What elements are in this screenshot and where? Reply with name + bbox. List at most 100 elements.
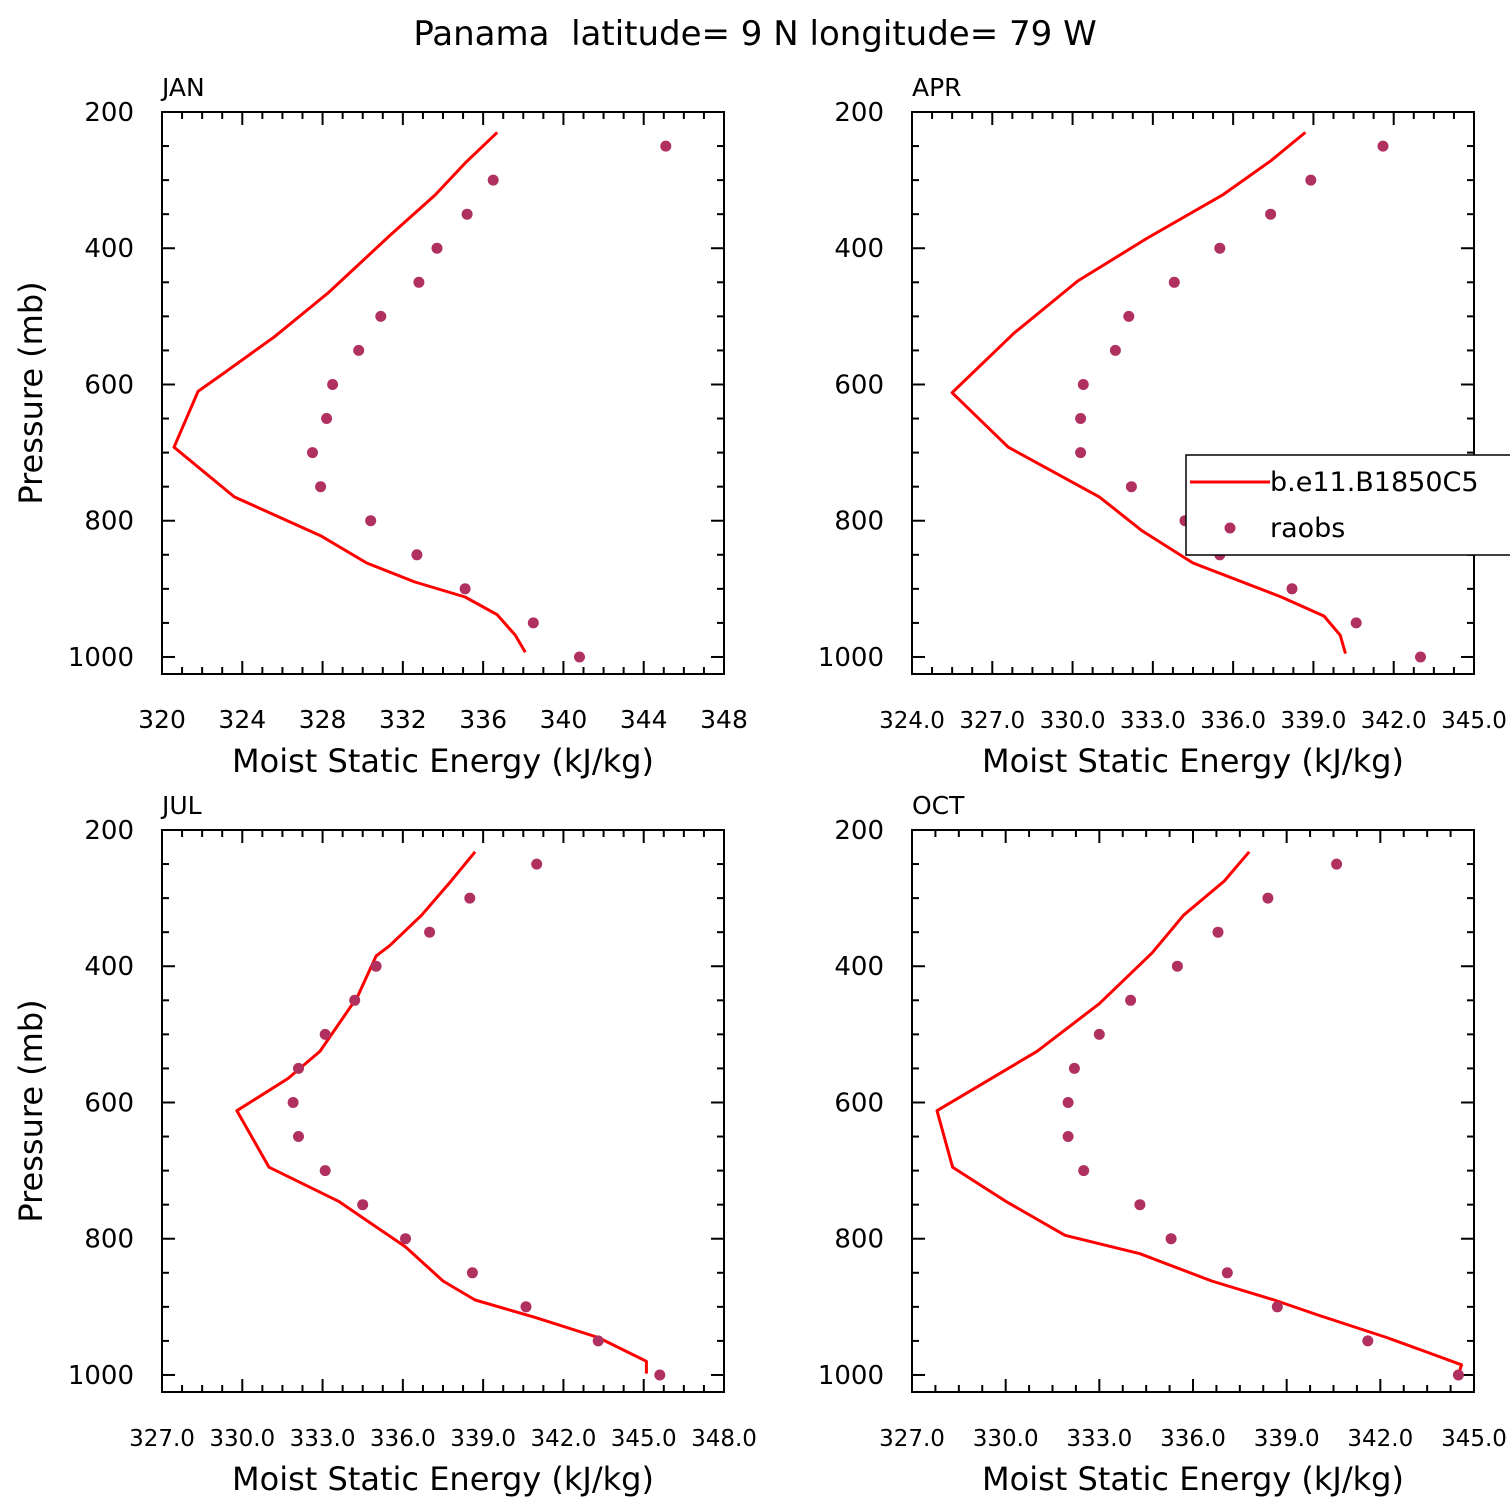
obs-point — [1171, 960, 1183, 972]
x-tick-label: 330.0 — [973, 1426, 1039, 1452]
x-axis-label: Moist Static Energy (kJ/kg) — [232, 742, 654, 780]
series-line-model — [935, 850, 1463, 1376]
x-tick-label: 333.0 — [1120, 708, 1186, 734]
obs-point — [315, 481, 327, 493]
obs-point — [1221, 1267, 1233, 1279]
x-tick-label: 324.0 — [879, 708, 945, 734]
obs-point — [1452, 1369, 1464, 1381]
x-tick-label: 327.0 — [879, 1426, 945, 1452]
legend-box — [1185, 454, 1510, 556]
y-tick-label: 200 — [84, 816, 134, 846]
obs-point — [466, 1267, 478, 1279]
obs-point — [1350, 617, 1362, 629]
obs-point — [461, 208, 473, 220]
obs-point — [321, 413, 333, 424]
plot-marks — [950, 131, 1426, 663]
obs-point — [654, 1369, 666, 1381]
panel-jan: 200 400 600 800 1000 320 324 328 332 336 340 344 348… — [12, 73, 748, 780]
obs-point — [319, 1165, 331, 1177]
panel-label: JAN — [160, 73, 205, 102]
y-tick-label: 400 — [834, 952, 884, 982]
obs-point — [319, 1028, 331, 1040]
x-tick-label: 345.0 — [1441, 708, 1507, 734]
obs-point — [1262, 892, 1274, 904]
obs-point — [411, 549, 423, 561]
x-tick-label: 345.0 — [1441, 1426, 1507, 1452]
x-tick-label: 345.0 — [611, 1426, 677, 1452]
legend-label-model: b.e11.B1850C5 — [1270, 467, 1479, 498]
x-tick-label: 320 — [138, 705, 186, 734]
x-tick-label: 327.0 — [129, 1426, 195, 1452]
obs-point — [307, 447, 318, 459]
obs-point — [1271, 1301, 1283, 1313]
obs-point — [1331, 858, 1343, 870]
y-tick-label: 600 — [834, 1088, 884, 1118]
x-tick-label: 348 — [700, 705, 748, 734]
x-tick-label: 332 — [379, 705, 427, 734]
obs-point — [464, 892, 476, 904]
x-tick-label: 324 — [218, 705, 266, 734]
y-tick-label: 200 — [834, 98, 884, 128]
series-line-model — [172, 131, 527, 653]
obs-point — [1109, 344, 1121, 356]
plot-marks — [935, 850, 1464, 1381]
y-tick-label: 600 — [84, 1088, 134, 1118]
y-tick-label: 800 — [834, 507, 884, 537]
obs-point — [353, 344, 365, 356]
x-tick-label: 330.0 — [209, 1426, 275, 1452]
obs-point — [1168, 276, 1180, 288]
x-tick-label: 330.0 — [1040, 708, 1106, 734]
obs-point — [1062, 1131, 1074, 1142]
obs-point — [1415, 651, 1426, 663]
obs-point — [1212, 926, 1224, 938]
obs-point — [592, 1335, 604, 1347]
y-tick-label: 800 — [84, 1225, 134, 1255]
panels: 200 400 600 800 1000 320 324 328 332 336 340 344 348… — [12, 73, 1510, 1498]
obs-point — [1093, 1028, 1105, 1040]
obs-point — [1265, 208, 1277, 220]
x-tick-label: 340 — [540, 705, 588, 734]
panel-label: JUL — [160, 791, 202, 820]
obs-point — [400, 1233, 411, 1245]
x-tick-label: 336.0 — [1160, 1426, 1226, 1452]
x-tick-label: 339.0 — [1254, 1426, 1320, 1452]
obs-point — [1062, 1097, 1074, 1108]
obs-point — [327, 379, 339, 390]
obs-point — [1165, 1233, 1177, 1245]
y-tick-label: 1000 — [68, 1361, 134, 1391]
y-axis-label: Pressure (mb) — [12, 999, 50, 1222]
y-tick-label: 1000 — [68, 643, 134, 673]
obs-point — [459, 583, 471, 595]
panel-oct: 200 400 600 800 1000 327.0 330.0 333.0 336.0 339.… — [818, 791, 1507, 1498]
panel-label: OCT — [912, 791, 965, 820]
y-tick-label: 1000 — [818, 643, 884, 673]
y-tick-label: 200 — [84, 98, 134, 128]
x-tick-label: 342.0 — [1361, 708, 1427, 734]
obs-point — [1075, 447, 1087, 459]
y-tick-label: 400 — [84, 234, 134, 264]
figure-title: Panama latitude= 9 N longitude= 79 W — [413, 14, 1096, 54]
y-tick-label: 200 — [834, 816, 884, 846]
obs-point — [527, 617, 539, 629]
obs-point — [413, 276, 425, 288]
obs-point — [487, 174, 499, 186]
x-tick-label: 336.0 — [1200, 708, 1266, 734]
panel-label: APR — [912, 73, 962, 102]
x-tick-label: 339.0 — [450, 1426, 516, 1452]
x-axis-label: Moist Static Energy (kJ/kg) — [982, 742, 1404, 780]
obs-point — [1286, 583, 1298, 595]
legend-marker-swatch — [1224, 522, 1236, 534]
y-tick-label: 600 — [84, 370, 134, 400]
obs-point — [1362, 1335, 1374, 1347]
y-tick-label: 1000 — [818, 1361, 884, 1391]
plot-marks — [172, 131, 672, 663]
obs-point — [1125, 481, 1137, 493]
obs-point — [1377, 140, 1389, 152]
obs-point — [370, 960, 382, 972]
obs-point — [1123, 310, 1135, 322]
x-tick-label: 342.0 — [1347, 1426, 1413, 1452]
series-line-model — [235, 850, 648, 1374]
x-tick-label: 344 — [620, 705, 668, 734]
plot-frame — [911, 829, 1475, 1393]
